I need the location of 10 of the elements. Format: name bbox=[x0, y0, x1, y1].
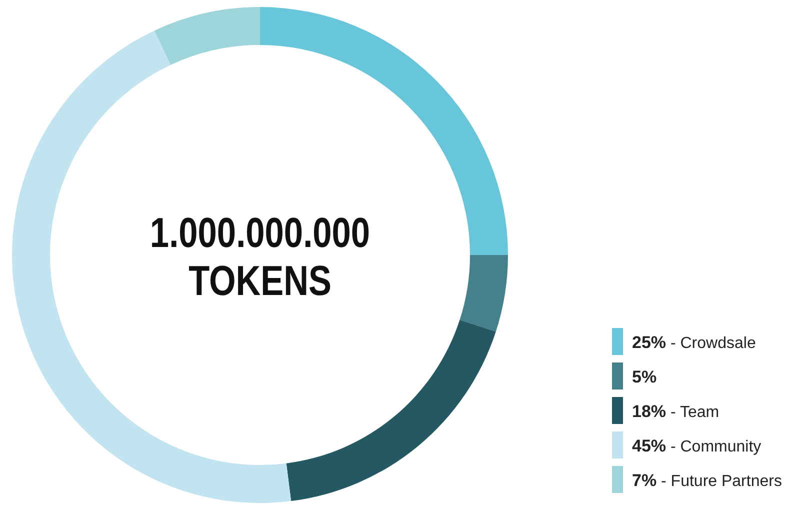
legend-label: 18% - Team bbox=[632, 402, 720, 421]
donut-slice bbox=[154, 7, 260, 65]
legend-label: 5% bbox=[632, 368, 657, 386]
legend-label: 7% - Future Partners bbox=[632, 471, 782, 490]
text: 1.000.000.000 bbox=[150, 210, 370, 257]
legend-label: 25% - Crowdsale bbox=[632, 333, 756, 352]
text: TOKENS bbox=[188, 258, 332, 305]
donut-slice bbox=[460, 255, 508, 332]
donut-slice bbox=[286, 320, 496, 502]
legend-label: 45% - Community bbox=[632, 436, 762, 456]
